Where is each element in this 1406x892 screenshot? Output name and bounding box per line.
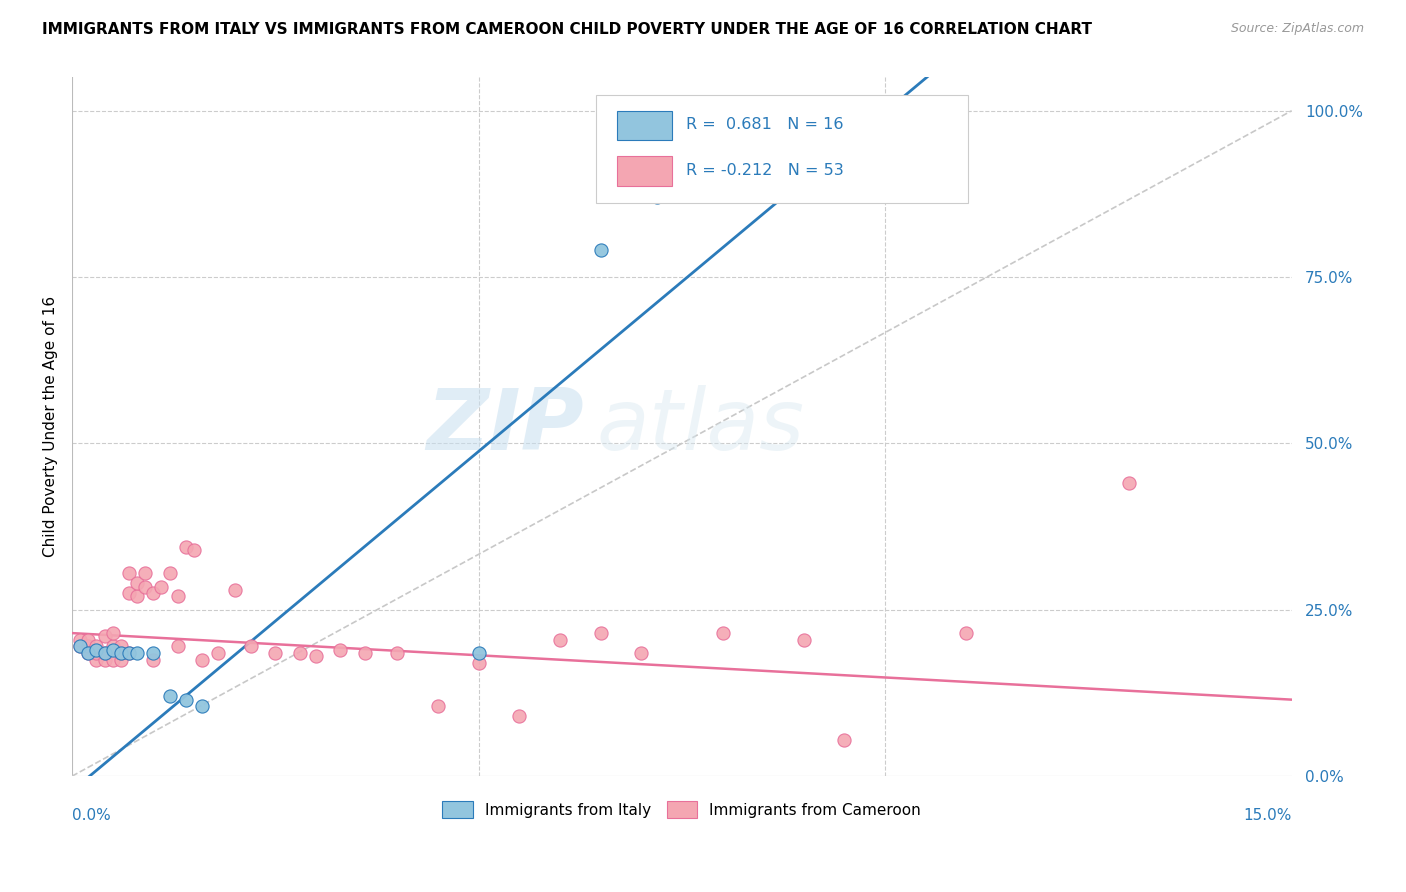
Point [142, 646, 165, 660]
FancyBboxPatch shape [596, 95, 969, 203]
Point [1118, 476, 1140, 491]
Point [118, 586, 141, 600]
Text: Source: ZipAtlas.com: Source: ZipAtlas.com [1230, 22, 1364, 36]
Point [305, 649, 328, 664]
Point [142, 653, 165, 667]
Point [134, 580, 156, 594]
Point [101, 642, 124, 657]
Point [183, 542, 205, 557]
Point [224, 582, 246, 597]
Point [93, 646, 115, 660]
Point [69, 640, 91, 654]
Point [630, 646, 652, 660]
Point [77, 646, 100, 660]
Point [548, 632, 571, 647]
Point [288, 646, 311, 660]
Text: 15.0%: 15.0% [1243, 807, 1292, 822]
Point [159, 566, 181, 581]
Text: atlas: atlas [596, 385, 804, 468]
Point [793, 632, 815, 647]
Point [125, 590, 148, 604]
Point [711, 626, 734, 640]
Point [77, 640, 100, 654]
Point [101, 653, 124, 667]
Point [118, 566, 141, 581]
Point [239, 640, 262, 654]
Point [110, 640, 132, 654]
Point [329, 642, 352, 657]
Point [69, 640, 91, 654]
Point [110, 653, 132, 667]
Point [387, 646, 409, 660]
Point [174, 692, 197, 706]
Point [110, 646, 132, 660]
Point [174, 540, 197, 554]
Point [93, 646, 115, 660]
Point [110, 646, 132, 660]
Point [86, 642, 108, 657]
Point [69, 632, 91, 647]
Point [159, 690, 181, 704]
Point [647, 190, 669, 204]
Point [77, 646, 100, 660]
Bar [617, 111, 672, 140]
Point [101, 626, 124, 640]
Point [426, 699, 449, 714]
Point [264, 646, 287, 660]
Point [353, 646, 375, 660]
Point [191, 653, 214, 667]
Point [207, 646, 229, 660]
Point [77, 632, 100, 647]
Point [166, 590, 188, 604]
Point [955, 626, 977, 640]
Y-axis label: Child Poverty Under the Age of 16: Child Poverty Under the Age of 16 [44, 296, 58, 558]
Bar [617, 156, 672, 186]
Point [166, 640, 188, 654]
Point [118, 646, 141, 660]
Point [467, 646, 489, 660]
Point [834, 732, 856, 747]
Text: R =  0.681   N = 16: R = 0.681 N = 16 [686, 118, 844, 132]
Point [467, 656, 489, 670]
Point [150, 580, 173, 594]
Point [589, 626, 612, 640]
Point [834, 103, 856, 118]
Legend: Immigrants from Italy, Immigrants from Cameroon: Immigrants from Italy, Immigrants from C… [436, 795, 928, 824]
Point [508, 709, 530, 723]
Point [86, 640, 108, 654]
Text: IMMIGRANTS FROM ITALY VS IMMIGRANTS FROM CAMEROON CHILD POVERTY UNDER THE AGE OF: IMMIGRANTS FROM ITALY VS IMMIGRANTS FROM… [42, 22, 1092, 37]
Point [86, 646, 108, 660]
Point [125, 576, 148, 591]
Point [93, 629, 115, 643]
Point [142, 586, 165, 600]
Point [93, 653, 115, 667]
Point [86, 653, 108, 667]
Point [191, 699, 214, 714]
Point [125, 646, 148, 660]
Point [134, 566, 156, 581]
Text: R = -0.212   N = 53: R = -0.212 N = 53 [686, 163, 844, 178]
Text: 0.0%: 0.0% [72, 807, 111, 822]
Point [589, 244, 612, 258]
Point [118, 646, 141, 660]
Point [101, 640, 124, 654]
Text: ZIP: ZIP [426, 385, 585, 468]
